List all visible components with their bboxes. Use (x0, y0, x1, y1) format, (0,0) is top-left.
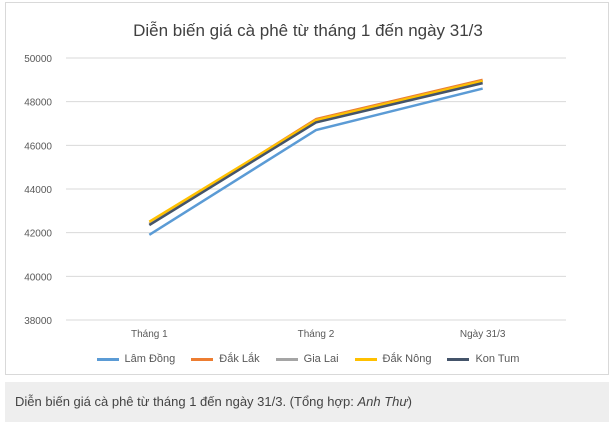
chart-plot-area: 38000 40000 42000 44000 46000 48000 50000 Thán… (24, 54, 566, 340)
legend-item: Đắk Lắk (191, 353, 260, 365)
series-line (148, 79, 483, 223)
x-tick-label: Tháng 1 (131, 329, 168, 340)
y-tick-label: 48000 (24, 98, 52, 109)
y-tick-label: 42000 (24, 229, 52, 240)
legend-item: Lâm Đồng (96, 353, 176, 365)
x-tick-label: Tháng 2 (298, 329, 335, 340)
legend-item: Kon Tum (447, 353, 519, 365)
legend-swatch (191, 357, 214, 361)
series-line (148, 87, 483, 236)
x-tick-label: Ngày 31/3 (460, 329, 506, 340)
y-tick-label: 38000 (24, 316, 52, 327)
y-tick-label: 40000 (24, 272, 52, 283)
series-line (148, 81, 483, 227)
legend-label: Lâm Đồng (124, 353, 176, 365)
caption-author: Anh Thư (357, 394, 408, 409)
chart-title: Diễn biến giá cà phê từ tháng 1 đến ngày… (133, 21, 483, 40)
legend-item: Gia Lai (275, 353, 339, 365)
y-tick-label: 50000 (24, 54, 52, 65)
legend-label: Gia Lai (303, 353, 339, 365)
y-tick-label: 44000 (24, 185, 52, 196)
caption-close: ) (407, 394, 412, 409)
y-tick-label: 46000 (24, 141, 52, 152)
legend-label: Đắk Nông (382, 353, 432, 365)
legend-label: Kon Tum (475, 353, 520, 365)
legend-swatch (354, 357, 377, 361)
legend-swatch (447, 357, 470, 361)
legend-item: Đắk Nông (354, 353, 432, 365)
caption-text: Diễn biến giá cà phê từ tháng 1 đến ngày… (15, 394, 358, 409)
legend-label: Đắk Lắk (219, 353, 260, 365)
legend-swatch (275, 357, 298, 361)
image-caption: Diễn biến giá cà phê từ tháng 1 đến ngày… (5, 382, 609, 422)
legend-swatch (96, 357, 119, 361)
chart-legend: Lâm Đồng Đắk Lắk Gia Lai Đắk Nông Kon Tum (6, 353, 610, 365)
chart-frame: Diễn biến giá cà phê từ tháng 1 đến ngày… (5, 2, 609, 375)
